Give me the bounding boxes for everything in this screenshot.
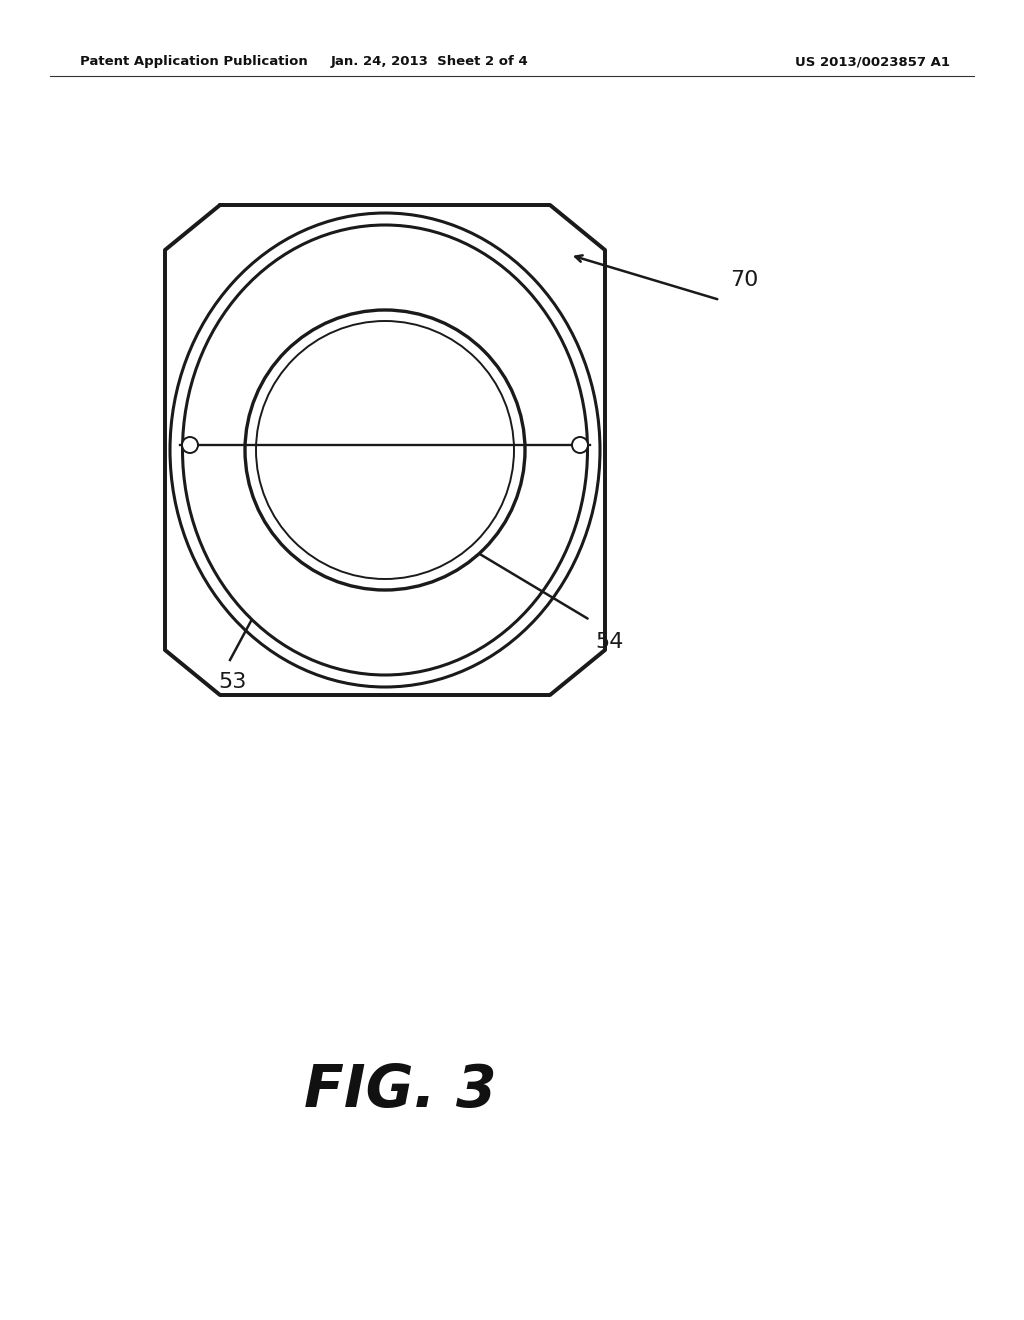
Text: Patent Application Publication: Patent Application Publication <box>80 55 308 69</box>
Text: 53: 53 <box>218 672 247 692</box>
Circle shape <box>572 437 588 453</box>
Text: 70: 70 <box>730 271 759 290</box>
Ellipse shape <box>182 224 588 675</box>
Text: Jan. 24, 2013  Sheet 2 of 4: Jan. 24, 2013 Sheet 2 of 4 <box>331 55 528 69</box>
Ellipse shape <box>170 213 600 686</box>
Text: FIG. 3: FIG. 3 <box>304 1061 497 1118</box>
Text: 54: 54 <box>595 632 624 652</box>
Ellipse shape <box>245 310 525 590</box>
Circle shape <box>182 437 198 453</box>
Text: US 2013/0023857 A1: US 2013/0023857 A1 <box>795 55 950 69</box>
Polygon shape <box>165 205 605 696</box>
